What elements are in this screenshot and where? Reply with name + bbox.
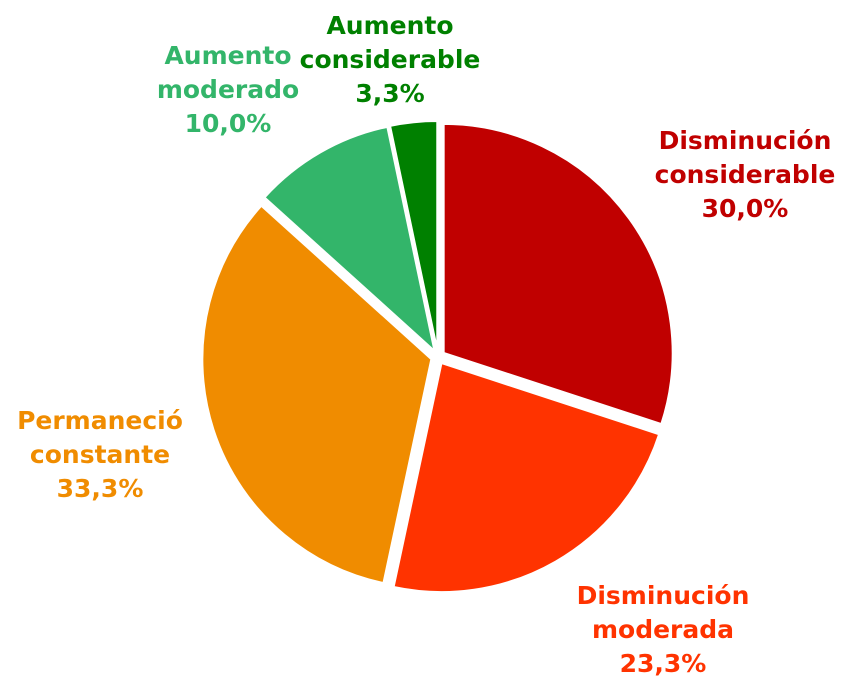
pie-slice bbox=[388, 120, 439, 351]
pie-slice bbox=[263, 125, 437, 354]
slice-label: Aumento moderado 10,0% bbox=[157, 39, 299, 141]
value-label: 23,3% bbox=[619, 649, 707, 678]
slice-label: Aumento considerable 3,3% bbox=[300, 9, 481, 111]
slice-label: Disminución considerable 30,0% bbox=[655, 124, 836, 226]
value-label: 3,3% bbox=[355, 79, 425, 108]
value-label: 30,0% bbox=[701, 194, 789, 223]
slice-label: Permaneció constante 33,3% bbox=[17, 404, 183, 506]
category-label: Permaneció constante bbox=[17, 406, 183, 469]
pie-slice bbox=[201, 204, 433, 585]
category-label: Aumento moderado bbox=[156, 41, 300, 104]
category-label: Disminución considerable bbox=[654, 126, 836, 189]
category-label: Disminución moderada bbox=[576, 581, 750, 644]
value-label: 33,3% bbox=[56, 474, 144, 503]
slice-label: Disminución moderada 23,3% bbox=[577, 579, 750, 680]
pie-slice bbox=[392, 361, 661, 594]
value-label: 10,0% bbox=[184, 109, 272, 138]
pie-slice bbox=[442, 122, 674, 426]
category-label: Aumento considerable bbox=[299, 11, 481, 74]
